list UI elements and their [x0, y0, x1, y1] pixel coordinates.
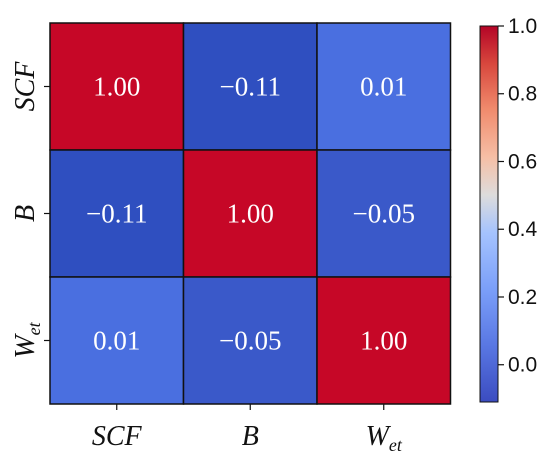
x-tick-label: Wet [366, 421, 403, 454]
colorbar-tick-label: 0.4 [508, 218, 538, 241]
heatmap-cell [182, 276, 318, 405]
cell-value-label: 1.00 [360, 326, 407, 356]
colorbar-tick-label: 0.8 [508, 83, 537, 106]
colorbar-gradient [479, 25, 499, 403]
y-tick-label: Wet [10, 321, 44, 358]
y-tick-labels: SCF B Wet [10, 61, 50, 359]
cell-value-label: 1.00 [227, 199, 274, 229]
cell-value-label: 0.01 [93, 326, 140, 356]
colorbar-tick-label: 0.0 [508, 354, 537, 377]
heatmap-cells: 1.00 −0.11 0.01 −0.11 1.00 −0.05 0.01 −0.05 1.00 [49, 22, 452, 405]
heatmap-cell [182, 149, 318, 278]
x-tick-label: B [242, 421, 259, 452]
heatmap-cell [182, 22, 318, 151]
cell-value-label: −0.05 [219, 326, 281, 356]
cell-value-label: −0.05 [353, 199, 415, 229]
colorbar: 0.0 0.2 0.4 0.6 0.8 1.0 [479, 15, 538, 403]
heatmap-cell [49, 22, 185, 151]
y-tick-label: B [10, 205, 41, 222]
heatmap-cell [49, 149, 185, 278]
colorbar-tick-label: 0.6 [508, 150, 537, 173]
heatmap-cell [316, 22, 452, 151]
x-tick-labels: SCF B Wet [92, 404, 403, 454]
heatmap-cell [316, 149, 452, 278]
colorbar-tick-label: 0.2 [508, 286, 537, 309]
colorbar-tick-label: 1.0 [508, 15, 537, 38]
cell-value-label: −0.11 [86, 199, 147, 229]
y-tick-label: SCF [10, 61, 41, 112]
cell-value-label: −0.11 [220, 72, 281, 102]
cell-value-label: 0.01 [360, 72, 407, 102]
x-tick-label: SCF [92, 421, 143, 452]
cell-value-label: 1.00 [93, 72, 140, 102]
